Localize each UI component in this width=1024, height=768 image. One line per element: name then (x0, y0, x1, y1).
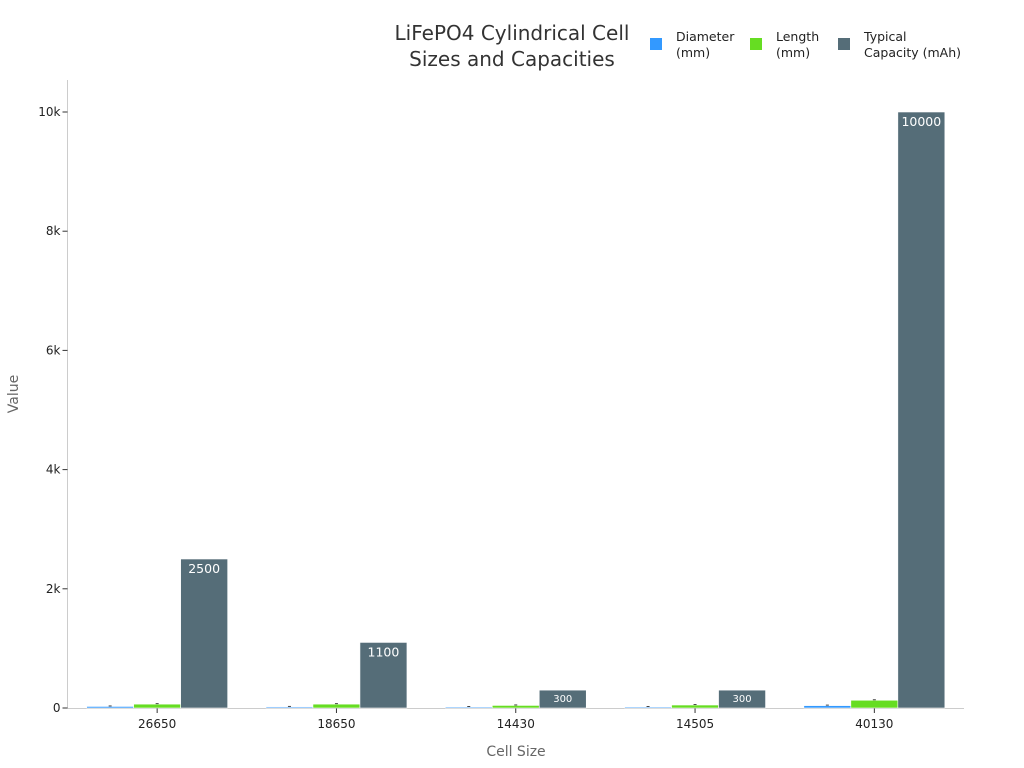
bar-data-label: 10000 (901, 114, 941, 129)
bar-2-40130[interactable] (897, 111, 946, 709)
legend-item-capacity[interactable]: Typical Capacity (mAh) (838, 29, 961, 60)
x-tick-label: 18650 (317, 717, 355, 731)
legend-item-diameter[interactable]: Diameter (mm) (650, 29, 735, 60)
bar-2-26650[interactable] (180, 558, 228, 709)
y-tick-label: 2k (46, 582, 61, 596)
bar-0-26650[interactable] (86, 706, 134, 709)
x-tick-label: 14430 (497, 717, 535, 731)
bar-1-26650[interactable] (133, 703, 181, 709)
bar-1-40130[interactable] (850, 699, 899, 709)
legend-label-capacity-line-2: Capacity (mAh) (864, 45, 961, 60)
bar-1-18650[interactable] (312, 703, 361, 709)
x-tick-label: 40130 (855, 717, 893, 731)
legend-swatch-capacity (838, 38, 850, 50)
bar-2-14430[interactable] (538, 689, 587, 709)
bar-0-14430[interactable] (444, 706, 493, 709)
x-axis-ticks: 26650 18650 14430 14505 40130 (138, 708, 893, 731)
bar-0-18650[interactable] (265, 706, 314, 709)
legend-label-length-line-2: (mm) (776, 45, 810, 60)
bar-data-label: 300 (733, 694, 752, 705)
legend-swatch-diameter (650, 38, 662, 50)
x-axis-label: Cell Size (486, 744, 545, 760)
bars: 2500 1100 300 300 10000 (86, 111, 946, 709)
bar-1-14430[interactable] (491, 705, 540, 709)
bar-2-18650[interactable] (359, 642, 408, 709)
y-tick-label: 10k (38, 105, 60, 119)
x-tick-label: 26650 (138, 717, 176, 731)
x-tick-label: 14505 (676, 717, 714, 731)
legend-label-length-line-1: Length (776, 29, 819, 44)
legend-item-length[interactable]: Length (mm) (750, 29, 819, 60)
bar-data-label: 300 (553, 694, 572, 705)
bar-data-label: 2500 (188, 561, 220, 576)
bar-0-14505[interactable] (624, 706, 672, 709)
y-axis-label: Value (6, 375, 22, 413)
legend-label-diameter-line-1: Diameter (676, 29, 735, 44)
y-tick-label: 8k (46, 224, 61, 238)
bar-2-14505[interactable] (718, 689, 766, 709)
bar-1-14505[interactable] (671, 704, 719, 709)
legend: Diameter (mm) Length (mm) Typical Capaci… (650, 29, 961, 60)
legend-label-diameter-line-2: (mm) (676, 45, 710, 60)
chart-title-line-1: LiFePO4 Cylindrical Cell (395, 21, 630, 45)
chart-title-line-2: Sizes and Capacities (409, 47, 615, 71)
bar-0-40130[interactable] (803, 705, 852, 709)
y-tick-label: 6k (46, 343, 61, 357)
legend-label-capacity-line-1: Typical (863, 29, 907, 44)
legend-swatch-length (750, 38, 762, 50)
y-axis-ticks: 0 2k 4k 6k 8k 10k (38, 105, 68, 715)
y-tick-label: 4k (46, 463, 61, 477)
bar-data-label: 1100 (368, 644, 400, 659)
y-tick-label: 0 (53, 701, 61, 715)
